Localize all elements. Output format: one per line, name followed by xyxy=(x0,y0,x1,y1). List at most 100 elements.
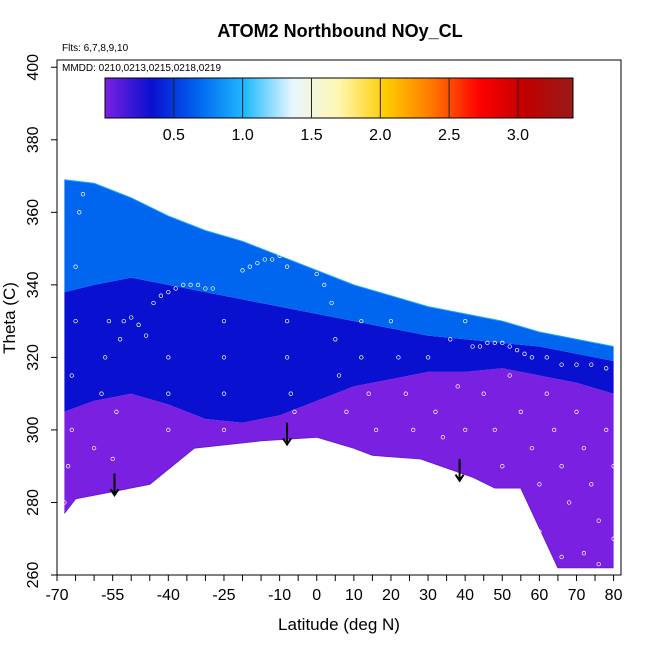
sample-point xyxy=(240,268,245,273)
sample-point xyxy=(366,391,371,396)
sample-point xyxy=(117,337,123,342)
sample-point xyxy=(559,464,564,469)
sample-point xyxy=(470,344,475,349)
sample-point xyxy=(596,561,601,567)
sample-point xyxy=(559,554,564,560)
y-axis-label: Theta (C) xyxy=(0,282,19,354)
sample-point xyxy=(255,260,260,266)
x-tick-label: 20 xyxy=(382,587,400,604)
flight-arrow xyxy=(454,458,465,483)
sample-point xyxy=(492,340,497,346)
sample-point xyxy=(99,391,104,396)
sample-point xyxy=(73,264,78,269)
sample-point xyxy=(463,427,468,433)
y-tick-label: 280 xyxy=(25,489,42,516)
x-tick-label: 30 xyxy=(419,587,437,604)
sample-point xyxy=(373,275,379,280)
colorbar-tick-label: 1.5 xyxy=(300,127,322,144)
sample-point xyxy=(481,391,486,396)
x-tick-label: 0 xyxy=(312,587,321,604)
sample-point xyxy=(589,482,594,487)
data-region-lower xyxy=(64,368,614,568)
sample-point xyxy=(166,289,171,295)
sample-point xyxy=(136,322,141,327)
sample-point xyxy=(221,427,227,433)
sample-point xyxy=(581,445,587,451)
sample-point xyxy=(292,409,297,414)
sample-point xyxy=(322,282,327,288)
sample-point xyxy=(195,282,201,288)
y-tick-label: 400 xyxy=(25,54,42,81)
sample-point xyxy=(80,192,86,197)
sample-point xyxy=(284,318,290,324)
sample-point xyxy=(262,257,267,262)
sample-point xyxy=(500,340,505,346)
sample-point xyxy=(166,355,171,360)
y-tick-label: 260 xyxy=(25,562,42,589)
sample-point xyxy=(611,536,616,541)
sample-point xyxy=(69,373,74,378)
y-axis: 260 280 300 320 340 360 380 400 xyxy=(25,54,57,589)
sample-point xyxy=(65,464,71,469)
sample-point xyxy=(121,318,126,324)
sample-point xyxy=(411,427,416,433)
dates-note: MMDD: 0210,0213,0215,0218,0219 xyxy=(62,63,221,74)
sample-point xyxy=(500,464,505,469)
flights-note: Flts: 6,7,8,9,10 xyxy=(62,43,129,54)
y-tick-label: 300 xyxy=(25,416,42,443)
sample-point xyxy=(359,355,364,360)
x-axis: -70 -55 -40 -25 -10 0 10 20 30 40 50 60 70 80 xyxy=(45,575,623,604)
colorbar-tick-label: 2.5 xyxy=(438,127,460,144)
y-tick-label: 340 xyxy=(25,271,42,298)
sample-point xyxy=(381,275,386,280)
sample-point xyxy=(440,435,446,440)
sample-point xyxy=(270,257,275,262)
x-tick-label: 60 xyxy=(530,587,548,604)
sample-point xyxy=(425,355,431,360)
sample-point xyxy=(62,500,67,505)
sample-point xyxy=(455,384,460,389)
sample-point xyxy=(221,355,227,360)
sample-point xyxy=(77,210,82,215)
flight-arrow xyxy=(282,422,292,447)
colorbar-tick-label: 0.5 xyxy=(163,127,185,144)
sample-point xyxy=(203,286,208,291)
sample-point xyxy=(333,337,338,342)
sample-point xyxy=(537,529,542,534)
colorbar-tick-label: 2.0 xyxy=(369,127,391,144)
x-tick-label: 70 xyxy=(568,587,586,604)
sample-point xyxy=(188,282,193,288)
sample-point xyxy=(492,427,497,433)
x-tick-label: -25 xyxy=(212,587,235,604)
sample-point xyxy=(158,293,164,298)
sample-point xyxy=(329,300,334,306)
sample-point xyxy=(537,482,542,487)
sample-point xyxy=(359,318,364,324)
sample-point xyxy=(596,518,601,523)
sample-point xyxy=(544,355,549,360)
data-region-upper xyxy=(64,179,614,361)
sample-point xyxy=(284,264,290,269)
sample-point xyxy=(566,500,572,505)
sample-point xyxy=(103,355,108,360)
sample-point xyxy=(314,271,319,277)
sample-point xyxy=(388,318,394,324)
sample-point xyxy=(106,318,112,324)
sample-point xyxy=(129,315,134,320)
sample-point xyxy=(210,286,215,291)
sample-point xyxy=(604,427,609,433)
x-tick-label: -55 xyxy=(101,587,124,604)
lower-boundary-line xyxy=(64,436,614,569)
plot-area xyxy=(62,179,616,569)
sample-point xyxy=(552,427,557,433)
colorbar-tick-label: 3.0 xyxy=(507,127,529,144)
sample-point xyxy=(221,391,227,396)
colorbar: 0.5 1.0 1.5 2.0 2.5 3.0 xyxy=(104,77,574,144)
sample-point xyxy=(114,409,119,414)
colorbar-gradient xyxy=(104,77,574,119)
sample-point xyxy=(373,427,379,433)
sample-point xyxy=(181,282,186,288)
sample-point xyxy=(388,279,394,284)
sample-point xyxy=(514,347,520,353)
x-tick-label: 80 xyxy=(605,587,623,604)
